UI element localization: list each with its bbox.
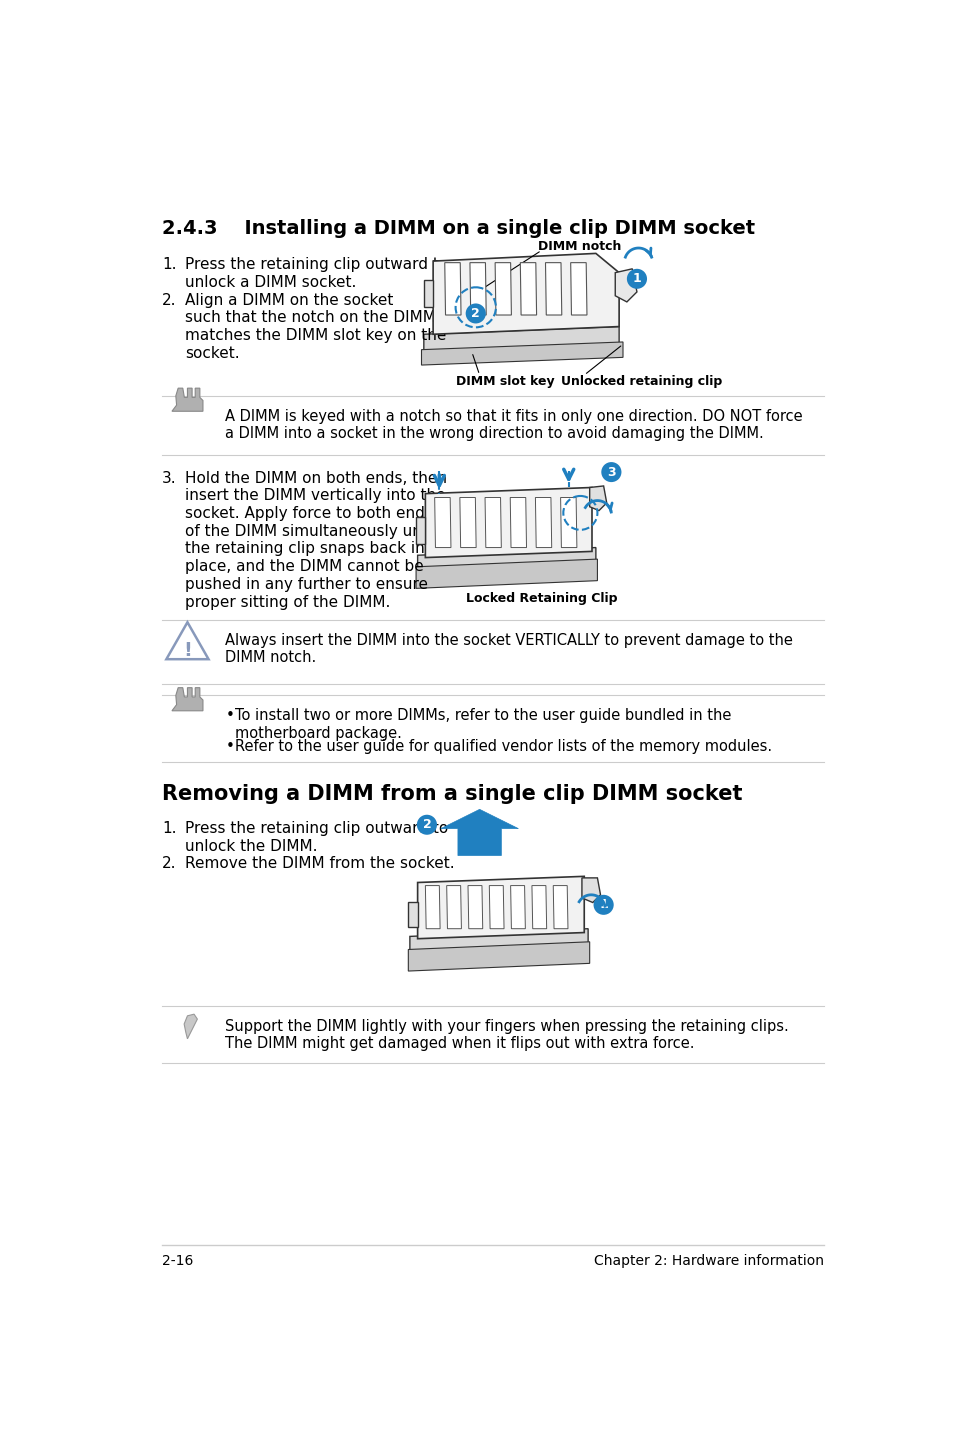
Polygon shape [440, 810, 517, 856]
Text: Press the retaining clip outward to: Press the retaining clip outward to [185, 821, 448, 835]
Text: 1: 1 [632, 272, 640, 285]
Polygon shape [581, 877, 599, 903]
Polygon shape [615, 269, 637, 302]
Circle shape [416, 815, 436, 835]
Text: 2: 2 [471, 306, 479, 321]
Text: Hold the DIMM on both ends, then: Hold the DIMM on both ends, then [185, 470, 447, 486]
Polygon shape [484, 498, 500, 548]
Text: socket. Apply force to both ends: socket. Apply force to both ends [185, 506, 433, 521]
Text: 1: 1 [598, 899, 607, 912]
Polygon shape [410, 929, 587, 958]
Text: such that the notch on the DIMM: such that the notch on the DIMM [185, 311, 436, 325]
Text: unlock the DIMM.: unlock the DIMM. [185, 838, 317, 854]
Text: Removing a DIMM from a single clip DIMM socket: Removing a DIMM from a single clip DIMM … [162, 784, 741, 804]
Polygon shape [416, 516, 425, 544]
Text: Locked Retaining Clip: Locked Retaining Clip [465, 592, 617, 605]
Circle shape [626, 269, 646, 289]
Polygon shape [184, 1014, 197, 1038]
Polygon shape [417, 876, 583, 939]
Text: !: ! [183, 641, 192, 660]
Polygon shape [589, 486, 606, 510]
Text: 2.4.3    Installing a DIMM on a single clip DIMM socket: 2.4.3 Installing a DIMM on a single clip… [162, 219, 754, 237]
Text: Press the retaining clip outward to: Press the retaining clip outward to [185, 257, 448, 272]
Text: 3.: 3. [162, 470, 176, 486]
Polygon shape [495, 263, 511, 315]
Polygon shape [166, 623, 209, 659]
Polygon shape [435, 498, 451, 548]
Polygon shape [444, 263, 460, 315]
Text: •: • [225, 739, 234, 755]
Text: 1.: 1. [162, 821, 176, 835]
Circle shape [600, 462, 620, 482]
Text: unlock a DIMM socket.: unlock a DIMM socket. [185, 275, 356, 290]
Text: Chapter 2: Hardware information: Chapter 2: Hardware information [594, 1254, 823, 1268]
Text: 2: 2 [422, 818, 431, 831]
Text: DIMM slot key: DIMM slot key [456, 375, 555, 388]
Text: A DIMM is keyed with a notch so that it fits in only one direction. DO NOT force: A DIMM is keyed with a notch so that it … [225, 408, 802, 441]
Polygon shape [423, 326, 618, 354]
Polygon shape [433, 253, 618, 334]
Text: To install two or more DIMMs, refer to the user guide bundled in the
motherboard: To install two or more DIMMs, refer to t… [235, 709, 731, 741]
Text: Align a DIMM on the socket: Align a DIMM on the socket [185, 293, 393, 308]
Text: 3: 3 [606, 466, 615, 479]
Polygon shape [510, 498, 526, 548]
Polygon shape [423, 280, 433, 308]
Text: Support the DIMM lightly with your fingers when pressing the retaining clips.
Th: Support the DIMM lightly with your finge… [225, 1018, 788, 1051]
Text: 2.: 2. [162, 856, 176, 871]
Text: 1.: 1. [162, 257, 176, 272]
Polygon shape [570, 263, 586, 315]
Polygon shape [425, 886, 439, 929]
Polygon shape [446, 886, 461, 929]
Polygon shape [519, 263, 536, 315]
Circle shape [465, 303, 485, 324]
Text: Remove the DIMM from the socket.: Remove the DIMM from the socket. [185, 856, 455, 871]
Text: pushed in any further to ensure: pushed in any further to ensure [185, 577, 428, 592]
Text: Unlocked retaining clip: Unlocked retaining clip [560, 375, 721, 388]
Polygon shape [172, 388, 203, 411]
Text: insert the DIMM vertically into the: insert the DIMM vertically into the [185, 489, 445, 503]
Circle shape [593, 894, 613, 915]
Text: •: • [225, 709, 234, 723]
Text: of the DIMM simultaneously until: of the DIMM simultaneously until [185, 523, 436, 539]
Text: DIMM notch: DIMM notch [537, 240, 620, 253]
Polygon shape [560, 498, 577, 548]
Polygon shape [416, 559, 597, 588]
Text: socket.: socket. [185, 345, 239, 361]
Polygon shape [470, 263, 486, 315]
Polygon shape [408, 942, 589, 971]
Polygon shape [489, 886, 503, 929]
Text: the retaining clip snaps back into: the retaining clip snaps back into [185, 541, 439, 557]
Polygon shape [553, 886, 567, 929]
Polygon shape [468, 886, 482, 929]
Polygon shape [417, 548, 596, 577]
Text: place, and the DIMM cannot be: place, and the DIMM cannot be [185, 559, 423, 574]
Polygon shape [421, 342, 622, 365]
Polygon shape [172, 687, 203, 710]
Text: matches the DIMM slot key on the: matches the DIMM slot key on the [185, 328, 446, 344]
Polygon shape [535, 498, 551, 548]
Text: Always insert the DIMM into the socket VERTICALLY to prevent damage to the
DIMM : Always insert the DIMM into the socket V… [225, 633, 793, 666]
Text: Refer to the user guide for qualified vendor lists of the memory modules.: Refer to the user guide for qualified ve… [235, 739, 772, 755]
Text: 2-16: 2-16 [162, 1254, 193, 1268]
Text: proper sitting of the DIMM.: proper sitting of the DIMM. [185, 594, 390, 610]
Polygon shape [408, 902, 417, 928]
Polygon shape [532, 886, 546, 929]
Polygon shape [545, 263, 561, 315]
Polygon shape [425, 487, 592, 558]
Polygon shape [459, 498, 476, 548]
Polygon shape [510, 886, 525, 929]
Text: 2.: 2. [162, 293, 176, 308]
